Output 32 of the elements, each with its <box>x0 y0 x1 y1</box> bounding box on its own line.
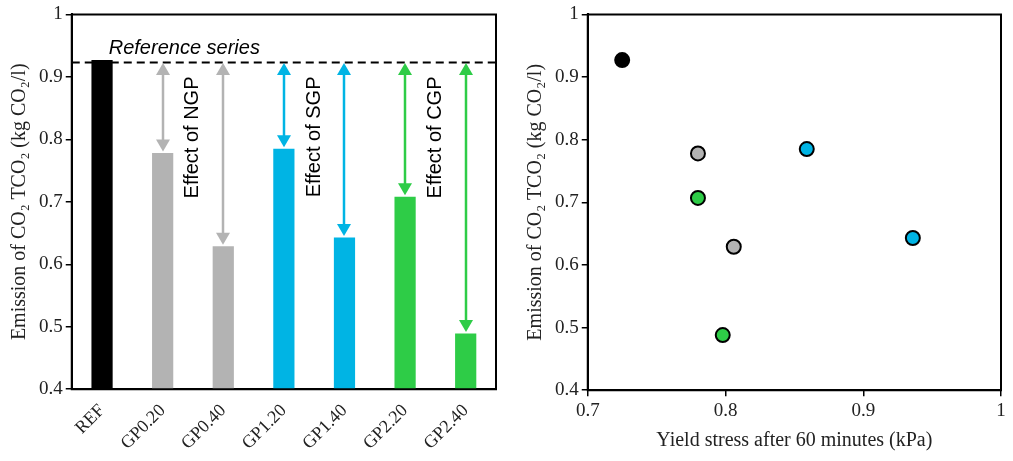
y-tick-label: 0.9 <box>555 65 579 87</box>
x-tick-label: 1 <box>996 398 1006 420</box>
x-tick-label: 0.7 <box>575 398 600 420</box>
annotation: Effect of CGP <box>422 76 445 199</box>
y-tick-label: 0.4 <box>555 378 580 400</box>
y-axis-title: Emission of CO₂ TCO₂ (kg CO₂/l) <box>7 63 31 341</box>
y-tick-label: 1 <box>569 2 579 24</box>
x-tick-label: 0.9 <box>851 398 876 420</box>
y-tick-label: 0.5 <box>555 315 579 337</box>
x-tick-label: 0.8 <box>713 398 738 420</box>
point <box>725 238 742 255</box>
point <box>904 230 921 246</box>
point <box>689 145 706 162</box>
annotation: Effect of SGP <box>301 76 324 198</box>
y-tick-label: 0.7 <box>555 190 579 212</box>
y-tick-label: 0.5 <box>39 314 63 336</box>
y-tick-label: 1 <box>53 2 63 24</box>
y-axis-title: Emission of CO₂ TCO₂ (kg CO₂/l) <box>523 63 547 341</box>
y-tick-label: 0.6 <box>39 252 63 274</box>
point <box>614 52 631 69</box>
point <box>798 141 815 158</box>
point <box>689 189 706 206</box>
y-tick-label: 0.6 <box>555 252 579 274</box>
ref-line-label: Reference series <box>108 36 260 59</box>
annotation: Effect of NGP <box>180 76 203 199</box>
point <box>714 327 731 344</box>
y-tick-label: 0.7 <box>39 189 63 211</box>
x-axis-title: Yield stress after 60 minutes (kPa) <box>656 428 933 452</box>
y-tick-label: 0.4 <box>39 377 64 399</box>
y-tick-label: 0.9 <box>39 64 63 86</box>
y-tick-label: 0.8 <box>39 127 63 149</box>
y-tick-label: 0.8 <box>555 127 579 149</box>
